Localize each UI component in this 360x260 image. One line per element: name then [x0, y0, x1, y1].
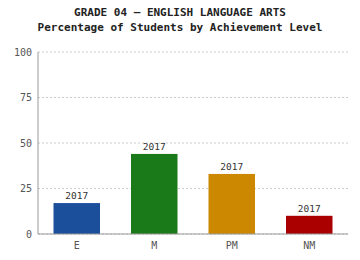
x-tick-label: E [74, 240, 80, 251]
title: GRADE 04 – ENGLISH LANGUAGE ARTS [74, 6, 286, 19]
x-axis-line [38, 234, 348, 235]
chart-container: GRADE 04 – ENGLISH LANGUAGE ARTS Percenta… [0, 0, 360, 260]
y-tick-label: 75 [20, 92, 32, 103]
grid [38, 52, 348, 234]
x-tick-label: M [151, 240, 157, 251]
bar-annotation: 2017 [220, 161, 243, 172]
grid-line [38, 234, 348, 235]
chart-svg: GRADE 04 – ENGLISH LANGUAGE ARTS Percenta… [0, 0, 360, 260]
bar [54, 203, 101, 234]
bars [54, 154, 333, 234]
grid-line [38, 188, 348, 189]
x-tick-label: PM [226, 240, 238, 251]
y-tick-label: 25 [20, 183, 32, 194]
grid-line [38, 143, 348, 144]
subtitle: Percentage of Students by Achievement Le… [38, 21, 323, 34]
bar-annotation: 2017 [143, 141, 166, 152]
y-tick-label: 50 [20, 138, 32, 149]
y-axis-line [38, 52, 39, 234]
grid-line [38, 97, 348, 98]
bar-annotation: 2017 [298, 203, 321, 214]
bar [131, 154, 178, 234]
bar [286, 216, 333, 234]
y-tick-label: 100 [14, 47, 32, 58]
bar [209, 174, 256, 234]
y-tick-label: 0 [26, 229, 32, 240]
grid-line [38, 52, 348, 53]
x-tick-label: NM [303, 240, 315, 251]
bar-annotation: 2017 [65, 190, 88, 201]
